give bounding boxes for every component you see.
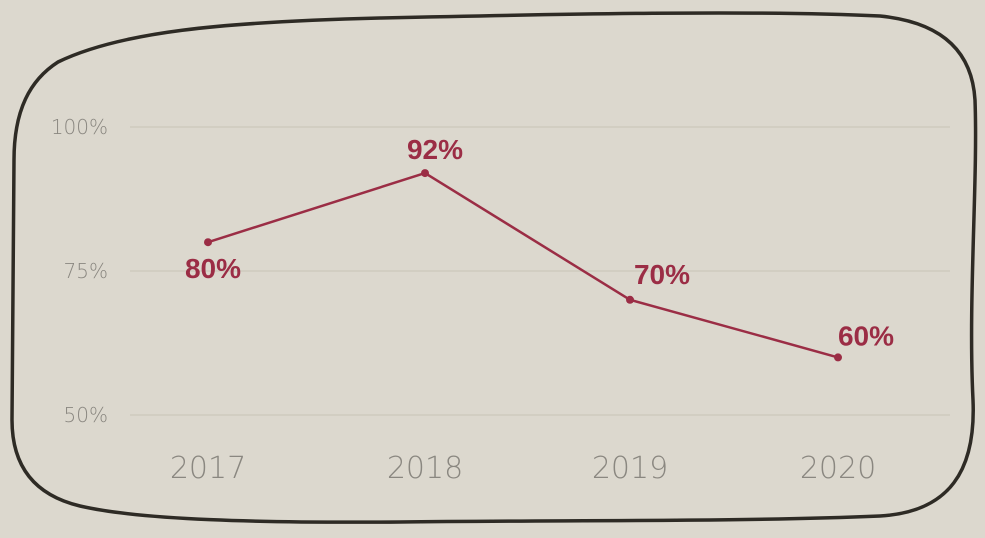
x-axis: 2017 2018 2019 2020 xyxy=(170,451,876,486)
y-tick-label: 100% xyxy=(51,115,108,139)
chart-frame xyxy=(10,11,978,524)
data-point xyxy=(204,238,212,247)
y-tick-label: 75% xyxy=(64,259,108,283)
y-axis: 100% 75% 50% xyxy=(51,115,108,427)
data-label: 60% xyxy=(838,320,894,351)
data-label-layer: 80% 92% 70% 60% xyxy=(185,134,894,351)
data-point xyxy=(626,295,634,304)
data-label: 80% xyxy=(185,253,241,284)
series-line xyxy=(207,171,839,359)
x-tick-label: 2018 xyxy=(387,451,463,486)
x-tick-label: 2020 xyxy=(800,451,876,486)
grid-layer xyxy=(130,126,950,416)
data-point xyxy=(421,169,429,178)
series-layer xyxy=(204,169,842,362)
data-point xyxy=(834,353,842,362)
x-tick-label: 2017 xyxy=(170,451,246,486)
x-tick-label: 2019 xyxy=(592,451,668,486)
data-label: 70% xyxy=(634,259,690,290)
y-tick-label: 50% xyxy=(64,403,108,427)
data-label: 92% xyxy=(407,134,463,165)
